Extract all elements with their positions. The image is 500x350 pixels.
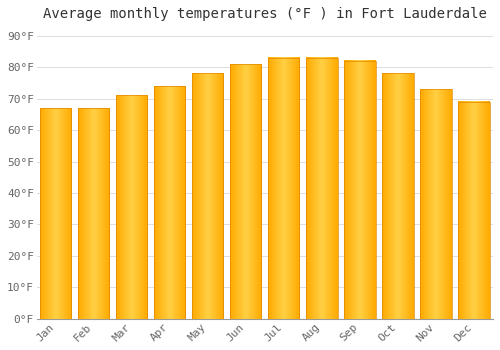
Bar: [458, 102, 490, 319]
Bar: [78, 108, 110, 319]
Bar: [420, 89, 452, 319]
Bar: [230, 64, 262, 319]
Bar: [268, 58, 300, 319]
Bar: [116, 96, 148, 319]
Bar: [306, 58, 338, 319]
Bar: [154, 86, 186, 319]
Bar: [382, 74, 414, 319]
Bar: [40, 108, 72, 319]
Title: Average monthly temperatures (°F ) in Fort Lauderdale: Average monthly temperatures (°F ) in Fo…: [43, 7, 487, 21]
Bar: [192, 74, 224, 319]
Bar: [344, 61, 376, 319]
